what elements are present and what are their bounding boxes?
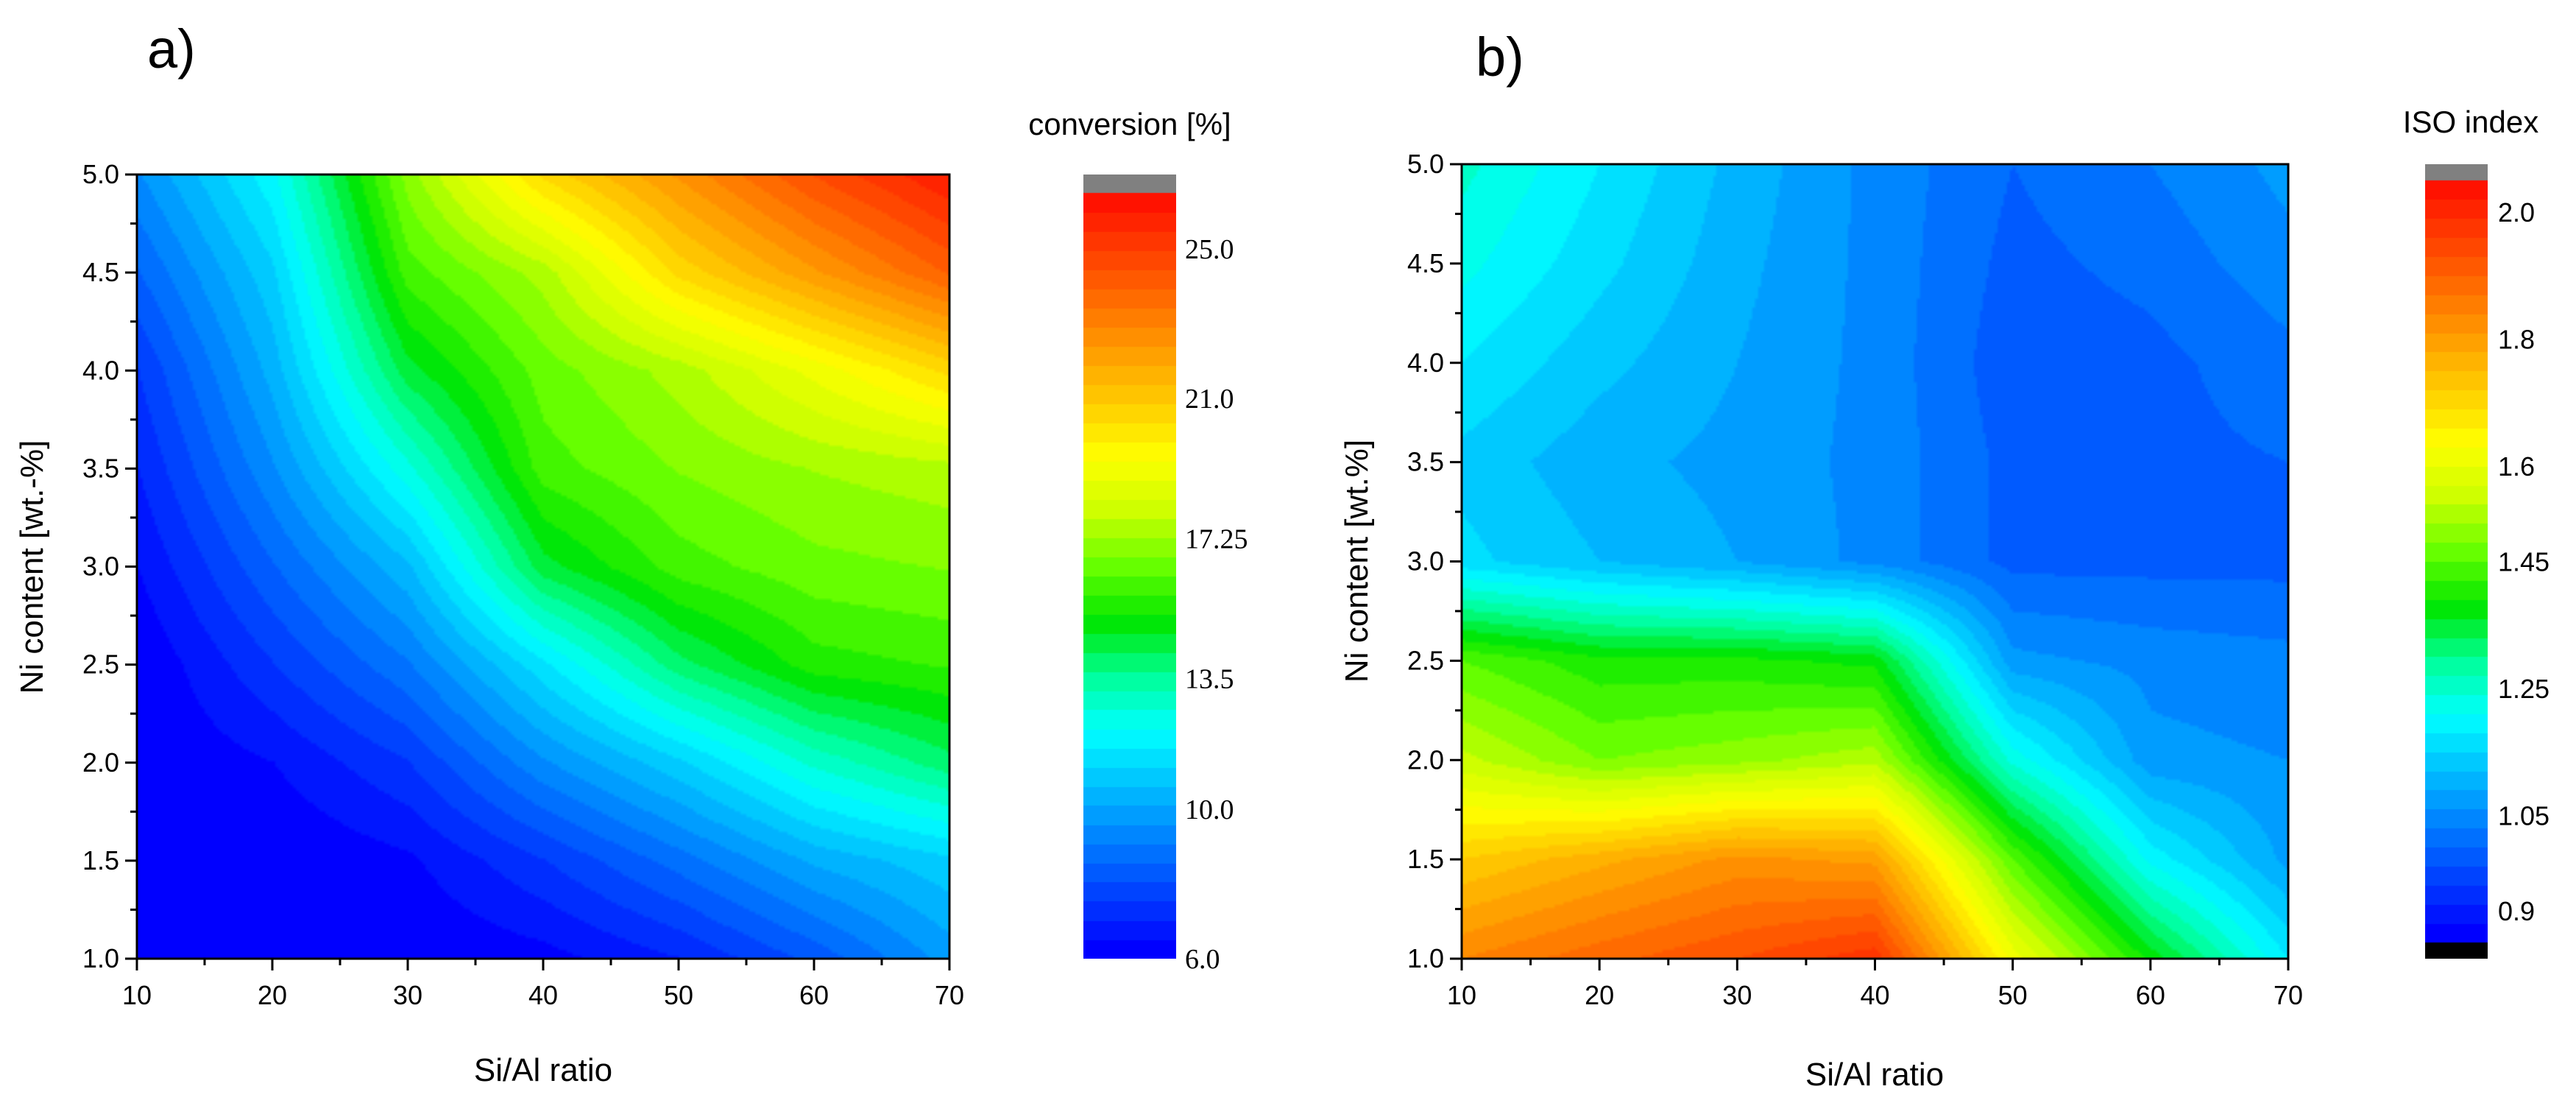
y-tick-label: 4.5 — [82, 257, 119, 287]
x-tick-label: 30 — [393, 980, 422, 1010]
panel-b-colorbar-title: ISO index — [2403, 105, 2538, 139]
panel-b-x-axis: 10 20 30 40 50 60 70 — [1447, 959, 2303, 1010]
colorbar-tick-label: 2.0 — [2498, 197, 2535, 228]
panel-b-contour-surface — [1462, 164, 2288, 959]
y-tick-label: 1.0 — [1407, 943, 1444, 973]
panel-b-y-axis-title: Ni content [wt.%] — [1339, 440, 1375, 683]
y-tick-label: 1.5 — [82, 845, 119, 875]
y-tick-label: 5.0 — [1407, 149, 1444, 179]
y-tick-label: 2.5 — [1407, 645, 1444, 675]
y-tick-label: 4.5 — [1407, 248, 1444, 278]
y-tick-label: 2.0 — [1407, 744, 1444, 775]
colorbar-tick-label: 10.0 — [1185, 794, 1234, 825]
x-tick-label: 20 — [1585, 980, 1614, 1010]
x-tick-label: 20 — [258, 980, 287, 1010]
x-tick-label: 60 — [799, 980, 829, 1010]
x-tick-label: 40 — [528, 980, 558, 1010]
panel-b-y-axis: 1.0 1.5 2.0 2.5 3.0 3.5 4.0 4.5 5.0 — [1407, 149, 1462, 973]
panel-a-colorbar: conversion [%] 6.0 10.0 13.5 17.25 21.0 25.0 — [1028, 107, 1248, 975]
panel-b-label: b) — [1476, 27, 1524, 88]
x-tick-label: 60 — [2136, 980, 2165, 1010]
x-tick-label: 50 — [1998, 980, 2028, 1010]
y-tick-label: 2.0 — [82, 747, 119, 778]
panel-b: b) 10 20 30 40 50 60 70 1.0 1.5 2.0 2.5 3.0 3.5 4.0 4… — [1339, 27, 2550, 1093]
colorbar-tick-label: 1.6 — [2498, 451, 2535, 482]
colorbar-tick-label: 1.05 — [2498, 801, 2550, 831]
x-tick-label: 70 — [935, 980, 964, 1010]
panel-a: a) 10 20 30 40 50 60 70 1.0 1.5 2.0 2.5 3.0 3.5 4.0 4… — [14, 18, 1248, 1088]
colorbar-tick-label: 1.8 — [2498, 325, 2535, 355]
y-tick-label: 5.0 — [82, 159, 119, 189]
panel-a-heatmap — [135, 173, 951, 960]
panel-a-x-axis-title: Si/Al ratio — [474, 1052, 612, 1088]
x-tick-label: 10 — [122, 980, 152, 1010]
panel-b-colorbar-ticks: 0.9 1.05 1.25 1.45 1.6 1.8 2.0 — [2498, 197, 2550, 926]
panel-a-label: a) — [147, 18, 196, 80]
x-tick-label: 70 — [2274, 980, 2303, 1010]
x-tick-label: 30 — [1722, 980, 1752, 1010]
y-tick-label: 1.0 — [82, 943, 119, 973]
panel-b-x-axis-title: Si/Al ratio — [1805, 1057, 1944, 1093]
y-tick-label: 3.0 — [1407, 546, 1444, 577]
panel-a-colorbar-ticks: 6.0 10.0 13.5 17.25 21.0 25.0 — [1185, 234, 1248, 975]
x-tick-label: 50 — [664, 980, 693, 1010]
y-tick-label: 3.5 — [1407, 447, 1444, 477]
colorbar-tick-label: 13.5 — [1185, 664, 1234, 695]
panel-a-y-axis-title: Ni content [wt.-%] — [14, 440, 50, 694]
colorbar-tick-label: 1.25 — [2498, 674, 2550, 704]
colorbar-tick-label: 25.0 — [1185, 234, 1234, 265]
panel-a-x-axis: 10 20 30 40 50 60 70 — [122, 959, 964, 1010]
colorbar-tick-label: 17.25 — [1185, 524, 1248, 554]
colorbar-tick-label: 0.9 — [2498, 896, 2535, 926]
colorbar-tick-label: 1.45 — [2498, 547, 2550, 577]
y-tick-label: 3.0 — [82, 552, 119, 582]
panel-b-colorbar-gradient — [2425, 164, 2488, 959]
y-tick-label: 2.5 — [82, 649, 119, 680]
y-tick-label: 1.5 — [1407, 844, 1444, 874]
x-tick-label: 40 — [1860, 980, 1889, 1010]
y-tick-label: 3.5 — [82, 453, 119, 483]
panel-a-contour-surface — [137, 175, 949, 959]
y-tick-label: 4.0 — [1407, 348, 1444, 378]
colorbar-tick-label: 6.0 — [1185, 944, 1220, 975]
x-tick-label: 10 — [1447, 980, 1476, 1010]
panel-b-heatmap — [1460, 163, 2290, 960]
y-tick-label: 4.0 — [82, 355, 119, 385]
panel-a-y-axis: 1.0 1.5 2.0 2.5 3.0 3.5 4.0 4.5 5.0 — [82, 159, 137, 973]
panel-b-colorbar: ISO index 0.9 1.05 1.25 1.45 1.6 1.8 2.0 — [2403, 105, 2550, 959]
panel-a-colorbar-gradient — [1083, 175, 1176, 959]
colorbar-tick-label: 21.0 — [1185, 384, 1234, 415]
panel-a-colorbar-title: conversion [%] — [1028, 107, 1231, 141]
